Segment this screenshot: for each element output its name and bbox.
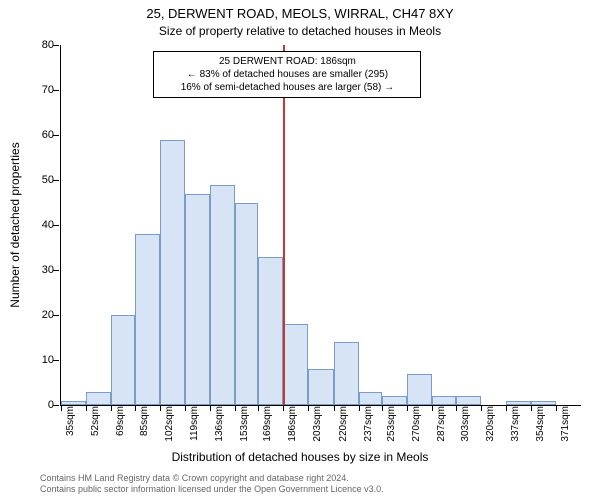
x-tick <box>210 406 211 411</box>
x-tick <box>382 406 383 411</box>
x-tick-label: 136sqm <box>214 406 225 442</box>
x-tick <box>283 406 284 411</box>
x-tick <box>185 406 186 411</box>
histogram-bar <box>111 315 135 405</box>
x-tick <box>135 406 136 411</box>
y-tick-label: 60 <box>26 129 54 141</box>
x-tick <box>359 406 360 411</box>
annotation-line3: 16% of semi-detached houses are larger (… <box>160 81 414 94</box>
chart-title-sub: Size of property relative to detached ho… <box>0 24 600 38</box>
histogram-bar <box>283 324 308 405</box>
histogram-bar <box>334 342 359 405</box>
histogram-bar <box>359 392 383 406</box>
y-tick-label: 10 <box>26 354 54 366</box>
x-tick-label: 354sqm <box>535 406 546 442</box>
x-tick <box>481 406 482 411</box>
histogram-bar <box>407 374 432 406</box>
x-tick <box>334 406 335 411</box>
x-tick-label: 337sqm <box>510 406 521 442</box>
y-tick-label: 30 <box>26 264 54 276</box>
histogram-bar <box>308 369 333 405</box>
histogram-bar <box>135 234 160 405</box>
x-tick-label: 35sqm <box>65 406 76 436</box>
x-tick <box>160 406 161 411</box>
x-tick <box>308 406 309 411</box>
x-axis-label: Distribution of detached houses by size … <box>0 450 600 464</box>
histogram-bar <box>506 401 531 406</box>
x-tick <box>61 406 62 411</box>
histogram-bar <box>160 140 185 406</box>
x-tick-label: 69sqm <box>115 406 126 436</box>
histogram-bar <box>86 392 111 406</box>
x-tick-label: 371sqm <box>560 406 571 442</box>
x-tick <box>432 406 433 411</box>
x-tick <box>235 406 236 411</box>
y-axis-label: Number of detached properties <box>8 142 22 307</box>
histogram-bar <box>258 257 283 406</box>
x-tick <box>86 406 87 411</box>
x-tick <box>506 406 507 411</box>
x-tick <box>456 406 457 411</box>
y-tick-label: 80 <box>26 39 54 51</box>
y-tick-label: 70 <box>26 84 54 96</box>
x-tick-label: 270sqm <box>411 406 422 442</box>
annotation-line2: ← 83% of detached houses are smaller (29… <box>160 68 414 81</box>
footer-text: Contains HM Land Registry data © Crown c… <box>40 473 384 496</box>
y-tick-label: 40 <box>26 219 54 231</box>
x-tick-label: 237sqm <box>363 406 374 442</box>
histogram-bar <box>531 401 556 406</box>
chart-title-main: 25, DERWENT ROAD, MEOLS, WIRRAL, CH47 8X… <box>0 6 600 21</box>
footer-line1: Contains HM Land Registry data © Crown c… <box>40 473 384 485</box>
x-tick-label: 102sqm <box>164 406 175 442</box>
histogram-bar <box>456 396 481 405</box>
chart-container: 25, DERWENT ROAD, MEOLS, WIRRAL, CH47 8X… <box>0 0 600 500</box>
y-tick-label: 20 <box>26 309 54 321</box>
histogram-bar <box>185 194 210 406</box>
x-tick-label: 85sqm <box>139 406 150 436</box>
x-tick-label: 203sqm <box>312 406 323 442</box>
x-tick <box>258 406 259 411</box>
x-tick <box>407 406 408 411</box>
x-tick-label: 119sqm <box>189 406 200 441</box>
x-tick-label: 320sqm <box>485 406 496 442</box>
x-tick-label: 220sqm <box>338 406 349 442</box>
y-tick-label: 0 <box>26 399 54 411</box>
x-tick-label: 52sqm <box>90 406 101 436</box>
histogram-bar <box>382 396 407 405</box>
histogram-bar <box>61 401 86 406</box>
annotation-line1: 25 DERWENT ROAD: 186sqm <box>160 55 414 68</box>
x-tick-label: 303sqm <box>460 406 471 442</box>
x-tick-label: 169sqm <box>262 406 273 442</box>
x-tick <box>531 406 532 411</box>
x-tick-label: 153sqm <box>239 406 250 442</box>
histogram-bar <box>210 185 235 406</box>
annotation-box: 25 DERWENT ROAD: 186sqm ← 83% of detache… <box>153 51 421 98</box>
x-tick-label: 287sqm <box>436 406 447 442</box>
y-tick-label: 50 <box>26 174 54 186</box>
plot-area: 0102030405060708035sqm52sqm69sqm85sqm102… <box>60 45 581 406</box>
footer-line2: Contains public sector information licen… <box>40 484 384 496</box>
x-tick <box>556 406 557 411</box>
histogram-bar <box>432 396 456 405</box>
histogram-bar <box>235 203 259 406</box>
x-tick-label: 253sqm <box>386 406 397 442</box>
reference-line <box>283 45 285 405</box>
x-tick-label: 186sqm <box>287 406 298 442</box>
x-tick <box>111 406 112 411</box>
